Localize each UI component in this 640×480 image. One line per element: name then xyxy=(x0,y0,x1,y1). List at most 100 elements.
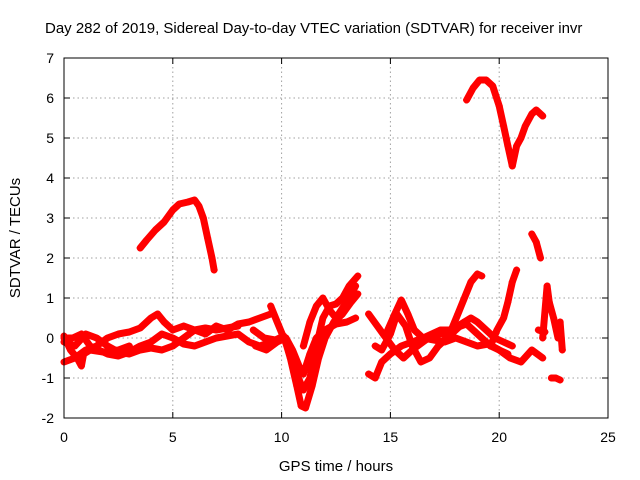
data-point xyxy=(77,362,85,370)
data-point xyxy=(212,326,220,334)
data-point xyxy=(114,346,122,354)
x-tick-label: 15 xyxy=(383,429,399,445)
data-point xyxy=(125,342,133,350)
data-point xyxy=(95,346,103,354)
data-point xyxy=(71,342,79,350)
data-point xyxy=(295,362,303,370)
data-point xyxy=(158,346,166,354)
data-point xyxy=(491,334,499,342)
data-point xyxy=(201,338,209,346)
data-point xyxy=(508,342,516,350)
data-point xyxy=(386,350,394,358)
data-point xyxy=(169,342,177,350)
data-point xyxy=(286,350,294,358)
data-point xyxy=(93,342,101,350)
data-point xyxy=(508,162,516,170)
data-point xyxy=(371,342,379,350)
data-point xyxy=(306,350,314,358)
data-point xyxy=(404,310,412,318)
data-point xyxy=(478,334,486,342)
x-tick-label: 20 xyxy=(491,429,507,445)
data-point xyxy=(245,338,253,346)
data-point xyxy=(486,342,494,350)
data-point xyxy=(154,310,162,318)
data-point xyxy=(160,318,168,326)
data-point xyxy=(545,298,553,306)
series-lines xyxy=(60,76,566,412)
data-point xyxy=(500,122,508,130)
data-point xyxy=(443,334,451,342)
data-point xyxy=(343,318,351,326)
data-point xyxy=(125,328,133,336)
data-point xyxy=(315,354,323,362)
data-point xyxy=(521,122,529,130)
data-point xyxy=(419,334,427,342)
data-point xyxy=(312,342,320,350)
data-point xyxy=(321,326,329,334)
y-tick-label: 1 xyxy=(46,290,54,306)
data-point xyxy=(473,270,481,278)
data-point xyxy=(539,354,547,362)
data-point xyxy=(517,358,525,366)
data-point xyxy=(539,334,547,342)
data-point xyxy=(469,326,477,334)
y-tick-label: 7 xyxy=(46,50,54,66)
data-point xyxy=(539,112,547,120)
data-point xyxy=(234,322,242,330)
data-point xyxy=(508,278,516,286)
data-point xyxy=(436,326,444,334)
data-point xyxy=(288,346,296,354)
data-point xyxy=(332,300,340,308)
data-point xyxy=(191,326,199,334)
y-tick-label: 0 xyxy=(46,330,54,346)
data-point xyxy=(397,296,405,304)
data-point xyxy=(339,304,347,312)
data-point xyxy=(482,76,490,84)
x-tick-label: 25 xyxy=(600,429,616,445)
data-point xyxy=(195,202,203,210)
data-point xyxy=(201,330,209,338)
data-point xyxy=(513,266,521,274)
data-point xyxy=(260,334,268,342)
data-point xyxy=(299,370,307,378)
data-point xyxy=(482,326,490,334)
data-point xyxy=(297,402,305,410)
series-arc-17 xyxy=(487,266,521,350)
plot-frame xyxy=(63,57,609,419)
data-point xyxy=(249,326,257,334)
data-point xyxy=(180,334,188,342)
data-point xyxy=(397,342,405,350)
data-point xyxy=(354,290,362,298)
data-point xyxy=(365,370,373,378)
data-point xyxy=(245,318,253,326)
data-point xyxy=(473,342,481,350)
series-arc-16 xyxy=(528,230,544,262)
data-point xyxy=(552,374,560,382)
data-point xyxy=(293,382,301,390)
data-point xyxy=(513,142,521,150)
data-point xyxy=(212,334,220,342)
data-point xyxy=(191,342,199,350)
data-point xyxy=(473,318,481,326)
data-point xyxy=(251,342,259,350)
chart-title: Day 282 of 2019, Sidereal Day-to-day VTE… xyxy=(45,20,582,37)
data-point xyxy=(391,310,399,318)
data-point xyxy=(273,318,281,326)
data-point xyxy=(199,214,207,222)
data-point xyxy=(534,326,542,334)
data-point xyxy=(391,346,399,354)
data-point xyxy=(467,278,475,286)
data-point xyxy=(460,294,468,302)
data-point xyxy=(191,196,199,204)
data-point xyxy=(354,272,362,280)
data-point xyxy=(147,344,155,352)
data-point xyxy=(410,326,418,334)
x-tick-label: 10 xyxy=(274,429,290,445)
data-point xyxy=(147,314,155,322)
data-point xyxy=(77,330,85,338)
data-point xyxy=(378,358,386,366)
data-point xyxy=(554,334,562,342)
data-point xyxy=(93,334,101,342)
data-point xyxy=(478,272,486,280)
